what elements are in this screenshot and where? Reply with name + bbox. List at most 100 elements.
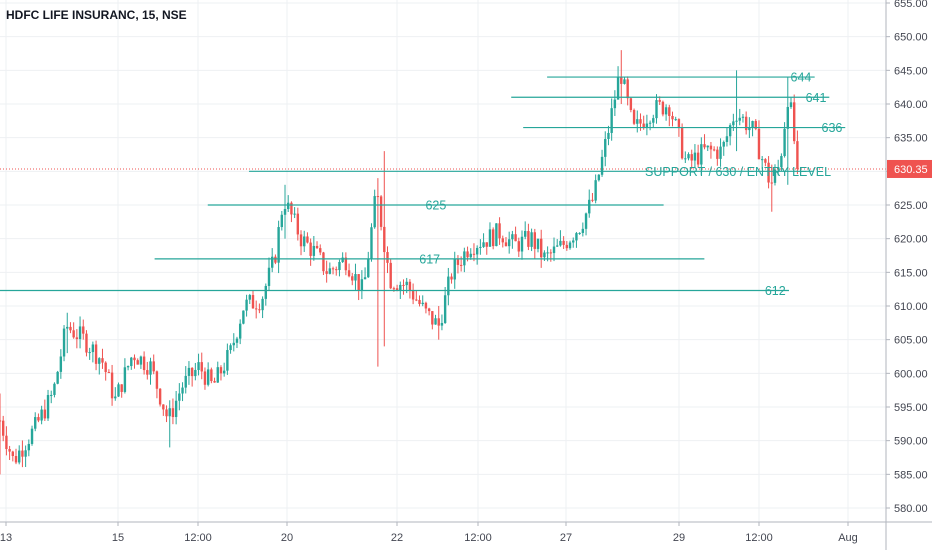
candle-body <box>440 322 444 326</box>
candle-body <box>562 240 565 245</box>
candle-body <box>789 102 793 107</box>
candle-body <box>616 76 620 100</box>
candle-body <box>184 375 187 388</box>
candle-body <box>130 357 133 367</box>
candle-body <box>604 138 607 157</box>
y-tick-label: 615.00 <box>894 267 928 279</box>
candle-body <box>552 246 556 254</box>
candle-body <box>56 371 59 384</box>
candle-body <box>277 227 280 263</box>
candle-body <box>424 302 428 309</box>
candle-body <box>600 156 604 175</box>
candle-body <box>776 167 780 170</box>
candle-body <box>242 310 245 324</box>
candle-body <box>351 276 354 281</box>
y-tick-label: 640.00 <box>894 99 928 111</box>
candle-body <box>501 238 504 243</box>
x-tick-label: 12:00 <box>184 532 212 544</box>
candle-body <box>725 136 729 142</box>
candle-body <box>303 236 306 247</box>
level-label: 636 <box>822 121 843 135</box>
candle-body <box>575 233 578 241</box>
candle-body <box>744 116 748 131</box>
candle-body <box>181 387 184 394</box>
candle-body <box>274 256 277 263</box>
grid-layer <box>0 0 886 522</box>
candle-body <box>85 333 88 353</box>
candle-body <box>328 268 332 274</box>
candle-body <box>370 227 373 259</box>
candle-body <box>728 125 732 137</box>
y-tick-label: 610.00 <box>894 301 928 313</box>
candle-body <box>299 234 303 247</box>
candle-body <box>306 236 309 243</box>
candle-body <box>504 242 508 247</box>
x-tick-label: Aug <box>838 532 858 544</box>
x-tick-label: 20 <box>281 532 293 544</box>
candle-body <box>636 119 639 124</box>
x-tick-label: 29 <box>673 532 685 544</box>
candle-body <box>171 408 175 418</box>
candle-body <box>498 223 501 239</box>
candle-body <box>251 295 255 309</box>
x-tick-label: 22 <box>391 532 403 544</box>
candle-body <box>315 245 319 249</box>
candle-body <box>168 408 171 417</box>
candle-body <box>773 169 777 183</box>
candle-body <box>37 417 40 421</box>
candle-body <box>709 145 713 150</box>
candle-body <box>24 450 27 457</box>
candle-body <box>722 141 725 147</box>
y-tick-label: 625.00 <box>894 200 928 212</box>
candle-body <box>152 361 155 372</box>
candle-body <box>248 295 251 300</box>
x-tick-label: 13 <box>0 532 12 544</box>
candle-body <box>123 367 127 392</box>
candle-body <box>271 256 274 268</box>
x-tick-label: 12:00 <box>464 532 492 544</box>
candle-body <box>232 342 235 346</box>
candle-body <box>72 330 75 338</box>
candle-body <box>754 121 757 129</box>
candle-body <box>27 443 31 451</box>
candle-body <box>613 99 617 109</box>
candle-body <box>110 372 114 399</box>
candle-body <box>222 370 226 374</box>
candle-body <box>533 232 537 249</box>
y-tick-label: 635.00 <box>894 133 928 145</box>
candle-body <box>796 141 799 169</box>
candle-body <box>75 337 79 340</box>
candle-body <box>671 115 674 120</box>
current-price-tag <box>887 159 932 178</box>
candle-body <box>197 362 200 370</box>
candle-body <box>549 252 553 254</box>
candle-body <box>126 366 130 368</box>
candle-body <box>687 154 690 159</box>
candle-body <box>94 344 98 364</box>
candle-body <box>540 238 543 258</box>
candle-body <box>700 144 703 165</box>
level-label: 612 <box>765 284 786 298</box>
candle-body <box>59 356 63 372</box>
candle-body <box>379 196 383 227</box>
candle-body <box>469 253 472 258</box>
x-tick-label: 15 <box>112 532 124 544</box>
candle-body <box>107 372 111 374</box>
candle-body <box>133 357 136 361</box>
candle-body <box>155 371 159 389</box>
candle-body <box>162 404 165 410</box>
candle-body <box>283 209 287 215</box>
candle-body <box>712 149 716 151</box>
candle-body <box>50 394 53 396</box>
level-label: 625 <box>425 199 446 213</box>
candle-body <box>142 356 146 371</box>
candle-body <box>62 328 66 357</box>
candle-body <box>568 242 572 249</box>
candle-body <box>78 326 82 340</box>
candle-body <box>453 259 456 280</box>
candle-body <box>395 288 399 291</box>
candle-body <box>357 274 360 291</box>
candle-body <box>591 199 594 201</box>
